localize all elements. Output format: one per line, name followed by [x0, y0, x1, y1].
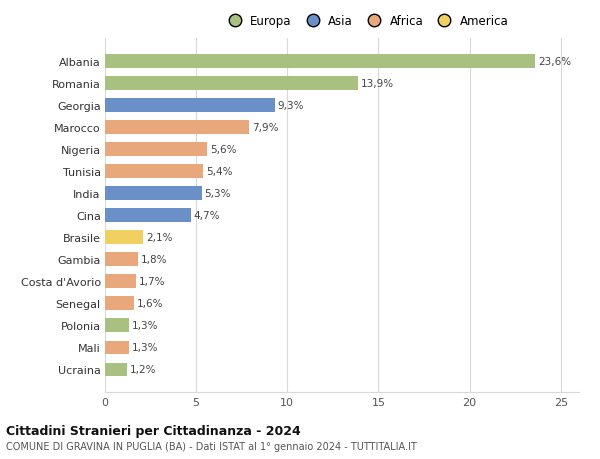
Bar	[105, 253, 138, 267]
Text: 1,7%: 1,7%	[139, 277, 165, 287]
Bar	[105, 55, 535, 69]
Bar	[105, 99, 275, 112]
Legend: Europa, Asia, Africa, America: Europa, Asia, Africa, America	[220, 13, 511, 31]
Bar	[105, 121, 249, 134]
Text: 1,6%: 1,6%	[137, 299, 163, 308]
Text: 1,3%: 1,3%	[131, 321, 158, 330]
Text: 23,6%: 23,6%	[538, 57, 571, 67]
Text: COMUNE DI GRAVINA IN PUGLIA (BA) - Dati ISTAT al 1° gennaio 2024 - TUTTITALIA.IT: COMUNE DI GRAVINA IN PUGLIA (BA) - Dati …	[6, 441, 417, 451]
Text: Cittadini Stranieri per Cittadinanza - 2024: Cittadini Stranieri per Cittadinanza - 2…	[6, 424, 301, 437]
Bar	[105, 275, 136, 288]
Text: 1,8%: 1,8%	[140, 255, 167, 265]
Text: 4,7%: 4,7%	[193, 211, 220, 221]
Text: 1,3%: 1,3%	[131, 342, 158, 353]
Text: 5,4%: 5,4%	[206, 167, 233, 177]
Bar	[105, 297, 134, 310]
Text: 5,6%: 5,6%	[210, 145, 236, 155]
Bar	[105, 143, 207, 157]
Text: 7,9%: 7,9%	[252, 123, 278, 133]
Text: 1,2%: 1,2%	[130, 364, 156, 375]
Bar	[105, 341, 128, 354]
Bar	[105, 363, 127, 376]
Bar	[105, 231, 143, 245]
Text: 9,3%: 9,3%	[277, 101, 304, 111]
Bar	[105, 319, 128, 332]
Bar	[105, 209, 191, 223]
Bar	[105, 187, 202, 201]
Bar	[105, 77, 358, 91]
Text: 2,1%: 2,1%	[146, 233, 173, 243]
Bar	[105, 165, 203, 179]
Text: 5,3%: 5,3%	[205, 189, 231, 199]
Text: 13,9%: 13,9%	[361, 79, 394, 89]
